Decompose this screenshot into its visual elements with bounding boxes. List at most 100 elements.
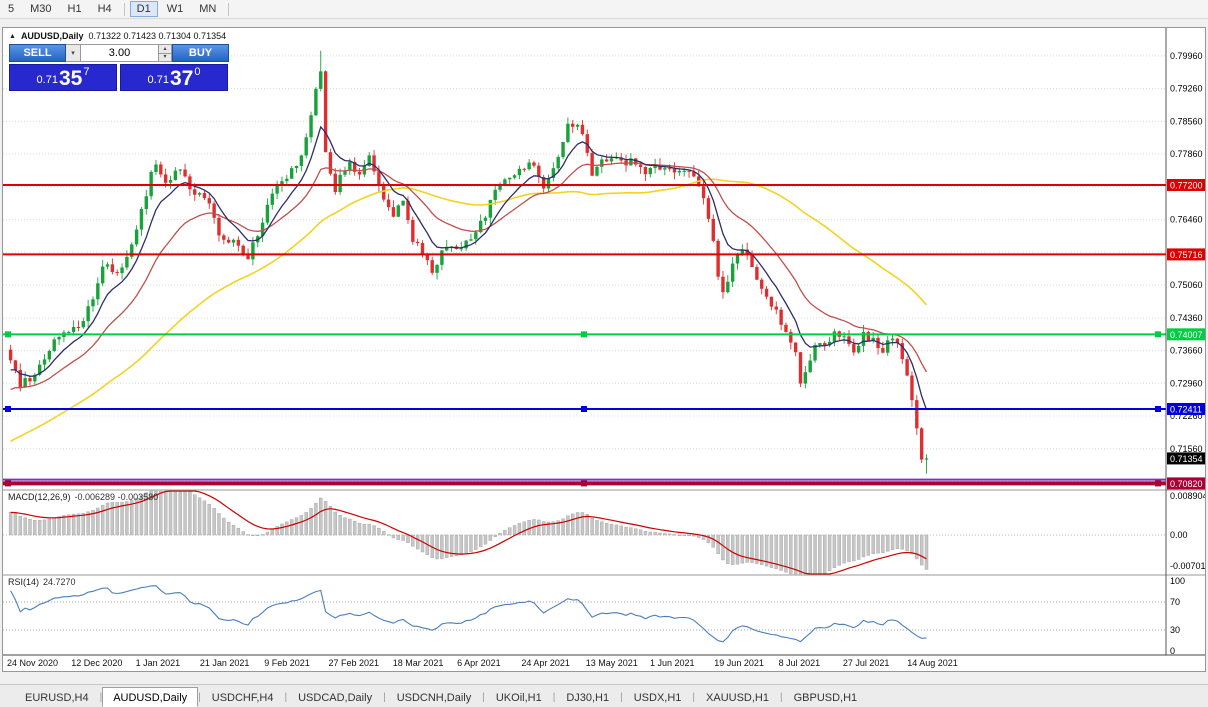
candle-body: [193, 189, 197, 195]
candle-body: [18, 369, 22, 388]
tab-usdchf-h4[interactable]: USDCHF,H4: [211, 691, 274, 704]
hline-handle[interactable]: [1155, 480, 1161, 487]
collapse-icon[interactable]: ▲: [9, 32, 16, 40]
macd-histogram-bar: [154, 490, 158, 536]
price-chart[interactable]: 0.79960 0.79260 0.78560 0.77860 0.76460 0.750…: [3, 28, 1206, 672]
bid-price-pip: 7: [83, 66, 90, 78]
candle-body: [575, 124, 580, 127]
hline-handle[interactable]: [5, 405, 11, 412]
macd-histogram-bar: [459, 534, 463, 556]
candle-body: [100, 266, 105, 284]
hline-handle[interactable]: [581, 480, 587, 487]
candle-body: [512, 175, 517, 178]
candle-body: [876, 337, 880, 349]
macd-histogram-bar: [808, 534, 812, 575]
candle-body: [445, 246, 449, 251]
timeframe-w1[interactable]: W1: [160, 1, 191, 17]
tab-dj30-h1[interactable]: DJ30,H1: [566, 691, 610, 704]
macd-histogram-bar: [890, 534, 895, 550]
candle-body: [236, 239, 241, 246]
tab-xauusd-h1[interactable]: XAUUSD,H1: [706, 691, 769, 704]
volume-dropdown-button[interactable]: ▾: [66, 44, 81, 62]
candle-body: [701, 186, 706, 199]
trade-controls-row: SELL ▾ 3.00 ▴ ▾ BUY: [9, 44, 229, 62]
macd-histogram-bar: [750, 534, 754, 563]
tab-ukoil-h1[interactable]: UKOil,H1: [495, 691, 542, 704]
price-axis-label: 0.79260: [1170, 84, 1203, 94]
timeframe-h4[interactable]: H4: [91, 1, 119, 17]
macd-histogram-bar: [561, 518, 565, 536]
candle-body: [503, 179, 507, 185]
date-axis-label: 24 Apr 2021: [521, 658, 570, 668]
hline-handle[interactable]: [5, 331, 11, 338]
timeframe-5[interactable]: 5: [1, 1, 21, 17]
candle-body: [769, 296, 774, 307]
candle-body: [643, 166, 648, 175]
macd-histogram-bar: [692, 534, 696, 537]
macd-histogram-bar: [309, 508, 313, 536]
macd-histogram-bar: [745, 534, 749, 563]
candle-body: [139, 208, 144, 230]
rsi-axis-label: 70: [1170, 597, 1180, 607]
hline-handle[interactable]: [1155, 405, 1161, 412]
tab-usdx-h1[interactable]: USDX,H1: [633, 691, 682, 704]
macd-histogram-bar: [265, 531, 270, 536]
buy-button[interactable]: BUY: [172, 44, 229, 62]
candle-body: [823, 343, 827, 346]
volume-decrease-button[interactable]: ▾: [159, 53, 172, 62]
macd-histogram-bar: [832, 534, 837, 568]
timeframe-d1[interactable]: D1: [129, 1, 158, 17]
sell-button[interactable]: SELL: [9, 44, 66, 62]
macd-histogram-bar: [769, 534, 774, 568]
sell-price-display[interactable]: 0.71 35 7: [9, 64, 117, 91]
macd-histogram-bar: [241, 531, 245, 536]
candle-body: [580, 124, 585, 135]
candle-body: [367, 155, 371, 166]
macd-histogram-bar: [411, 534, 415, 547]
tab-usdcad-daily[interactable]: USDCAD,Daily: [298, 691, 373, 704]
price-axis-label: 0.79960: [1170, 51, 1203, 61]
ma-sma55-yellow: [10, 178, 928, 443]
timeframe-mn[interactable]: MN: [192, 1, 223, 17]
volume-input[interactable]: 3.00: [81, 44, 159, 62]
macd-axis-label: 0.00: [1170, 530, 1188, 540]
hline-handle[interactable]: [1155, 331, 1161, 338]
macd-histogram-bar: [827, 534, 832, 572]
tab-gbpusd-h1[interactable]: GBPUSD,H1: [793, 691, 858, 704]
macd-histogram-bar: [672, 534, 677, 536]
macd-histogram-bar: [168, 490, 173, 536]
timeframe-m30[interactable]: M30: [23, 1, 58, 17]
tab-eurusd-h4[interactable]: EURUSD,H4: [25, 691, 89, 704]
macd-histogram-bar: [226, 521, 231, 536]
hline-handle[interactable]: [581, 405, 587, 412]
candle-body: [537, 165, 541, 178]
candle-body: [8, 349, 13, 361]
macd-histogram-bar: [706, 534, 711, 544]
candle-body: [871, 337, 875, 341]
macd-histogram-bar: [789, 534, 793, 575]
tab-audusd-daily[interactable]: AUDUSD,Daily: [102, 687, 199, 707]
tab-usdcnh-daily[interactable]: USDCNH,Daily: [396, 691, 472, 704]
candle-body: [411, 220, 415, 242]
candle-body: [571, 123, 575, 127]
macd-histogram-bar: [120, 501, 124, 536]
candle-body: [905, 359, 909, 376]
buy-price-display[interactable]: 0.71 37 0: [120, 64, 228, 91]
volume-increase-button[interactable]: ▴: [159, 44, 172, 53]
timeframe-h1[interactable]: H1: [61, 1, 89, 17]
hline-handle[interactable]: [5, 480, 11, 487]
macd-histogram-bar: [721, 534, 725, 561]
hline-handle[interactable]: [581, 331, 587, 338]
date-axis-label: 1 Jan 2021: [136, 658, 181, 668]
macd-histogram-bar: [163, 490, 168, 536]
candle-body: [842, 336, 846, 338]
candle-body: [464, 240, 468, 249]
candle-body: [352, 161, 357, 172]
macd-histogram-bar: [91, 510, 95, 536]
macd-histogram-bar: [818, 534, 822, 575]
candle-body: [522, 168, 526, 170]
candle-body: [856, 345, 861, 353]
candle-body: [270, 193, 274, 205]
candle-body: [818, 343, 822, 345]
candle-body: [125, 256, 129, 268]
